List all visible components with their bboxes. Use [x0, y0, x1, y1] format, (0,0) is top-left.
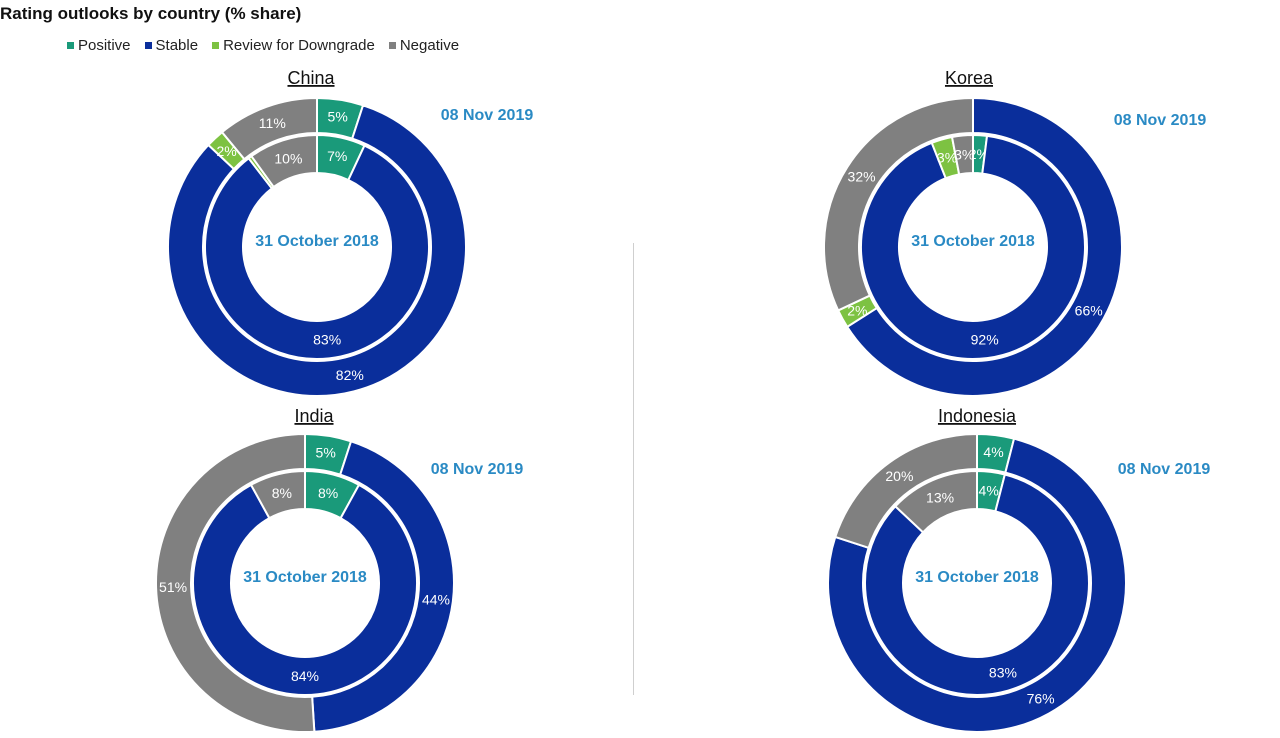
panel-divider — [633, 243, 634, 695]
korea-title: Korea — [945, 68, 994, 88]
korea-inner-label-stable: 92% — [971, 331, 999, 347]
chart-title: Rating outlooks by country (% share) — [0, 4, 302, 23]
indonesia-outer-label-stable: 76% — [1027, 691, 1055, 707]
china-inner-label-negative: 10% — [274, 151, 302, 167]
legend-swatch-negative — [388, 42, 396, 49]
china-inner-label-stable: 83% — [313, 331, 341, 347]
india-inner-slice-stable — [192, 483, 418, 696]
india-inner-label-stable: 84% — [291, 668, 319, 684]
india-inner-date: 31 October 2018 — [243, 569, 367, 586]
china-inner-label-positive: 7% — [327, 148, 347, 164]
legend-swatch-review-for-downgrade — [212, 42, 220, 49]
legend-swatch-stable — [144, 42, 152, 49]
india-inner-slice-negative — [249, 469, 306, 520]
china-outer-slice-negative — [220, 96, 318, 161]
indonesia-outer-date: 08 Nov 2019 — [1118, 461, 1211, 478]
indonesia-inner-slice-negative — [893, 469, 978, 534]
china-outer-label-review-for-downgrade: 2% — [217, 143, 237, 159]
legend-label-review-for-downgrade: Review for Downgrade — [223, 37, 375, 54]
legend-label-positive: Positive — [78, 37, 131, 54]
china-outer-label-positive: 5% — [328, 109, 348, 125]
korea-outer-label-review-for-downgrade: 2% — [847, 303, 867, 319]
china-title: China — [287, 68, 335, 88]
indonesia-outer-slice-stable — [827, 437, 1127, 733]
indonesia-inner-label-stable: 83% — [989, 664, 1017, 680]
india-inner-label-positive: 8% — [318, 485, 338, 501]
china-outer-label-stable: 82% — [336, 367, 364, 383]
indonesia-outer-label-positive: 4% — [983, 444, 1003, 460]
korea-outer-date: 08 Nov 2019 — [1114, 112, 1207, 129]
indonesia-inner-label-negative: 13% — [926, 490, 954, 506]
korea-outer-slice-negative — [823, 96, 974, 312]
legend-item-positive: Positive — [67, 37, 131, 54]
legend-swatch-positive — [67, 42, 74, 49]
india-title: India — [294, 406, 334, 426]
korea-outer-label-stable: 66% — [1075, 303, 1103, 319]
korea-inner-label-negative: 3% — [954, 146, 974, 162]
india-outer-date: 08 Nov 2019 — [431, 461, 524, 478]
india-outer-label-stable: 44% — [422, 592, 450, 608]
india-outer-label-negative: 51% — [159, 579, 187, 595]
legend-item-negative: Negative — [388, 37, 460, 54]
india-outer-label-positive: 5% — [316, 445, 336, 461]
korea-inner-date: 31 October 2018 — [911, 233, 1035, 250]
indonesia-inner-slice-stable — [864, 473, 1090, 696]
china-outer-label-negative: 11% — [259, 115, 286, 131]
legend-label-negative: Negative — [399, 37, 460, 54]
korea-inner-label-review-for-downgrade: 3% — [937, 150, 957, 166]
india-outer-slice-stable — [311, 440, 455, 733]
legend-item-review-for-downgrade: Review for Downgrade — [212, 37, 375, 54]
indonesia-outer-label-negative: 20% — [885, 468, 913, 484]
china-outer-slice-stable — [167, 104, 467, 397]
indonesia-outer-slice-negative — [834, 432, 978, 550]
india-outer-slice-negative — [155, 432, 316, 733]
china-inner-slice-negative — [250, 133, 318, 189]
indonesia-inner-label-positive: 4% — [979, 483, 999, 499]
indonesia-title: Indonesia — [938, 406, 1017, 426]
korea-outer-slice-stable — [845, 96, 1123, 397]
indonesia-inner-date: 31 October 2018 — [915, 569, 1039, 586]
legend-label-stable: Stable — [155, 37, 199, 54]
korea-inner-slice-negative — [950, 133, 974, 176]
india-inner-label-negative: 8% — [272, 485, 292, 501]
china-inner-slice-stable — [204, 144, 430, 360]
korea-inner-slice-stable — [860, 134, 1086, 360]
korea-outer-label-negative: 32% — [848, 168, 876, 184]
legend: Positive Stable Review for Downgrade Neg… — [67, 37, 473, 54]
china-outer-date: 08 Nov 2019 — [441, 107, 534, 124]
china-inner-date: 31 October 2018 — [255, 233, 379, 250]
legend-item-stable: Stable — [144, 37, 199, 54]
